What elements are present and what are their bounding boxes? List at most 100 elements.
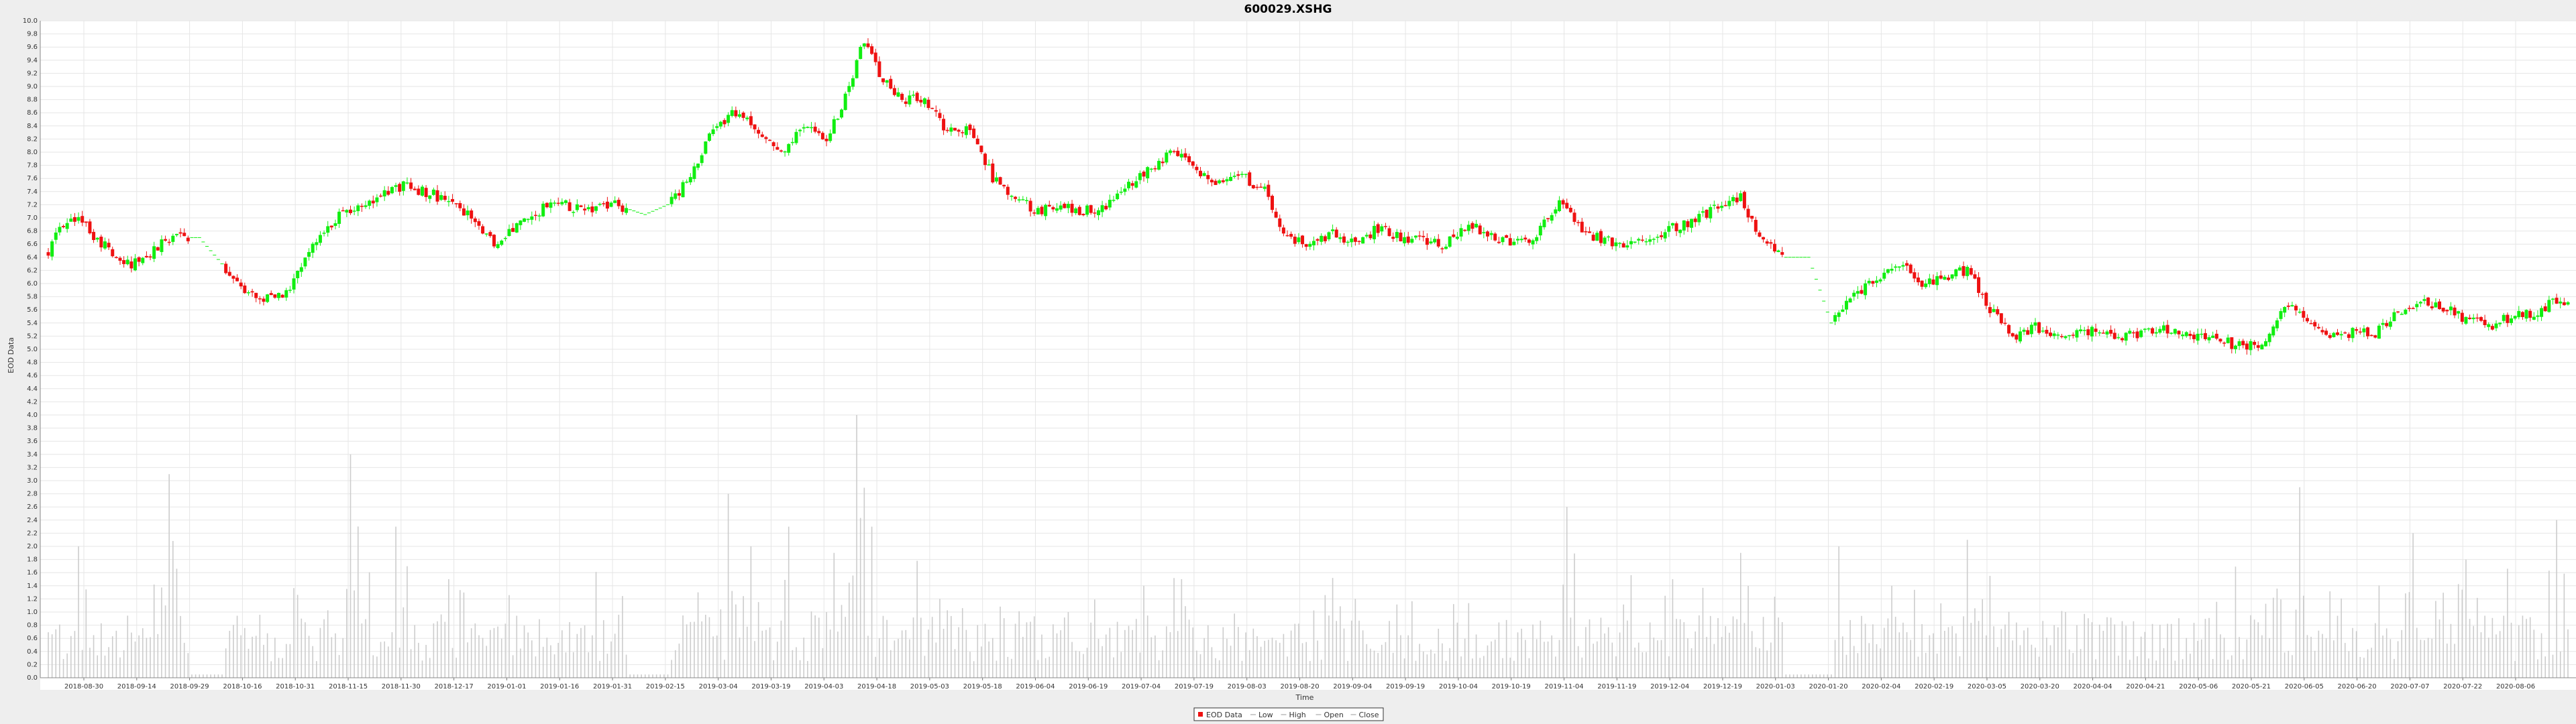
- candle-down: [900, 94, 904, 101]
- candle-down: [1255, 186, 1259, 188]
- candle-down: [768, 139, 772, 141]
- candle-down: [1584, 231, 1588, 233]
- candle-up: [1168, 150, 1172, 154]
- candle-up: [1474, 223, 1479, 228]
- candle-down: [1323, 236, 1327, 241]
- candle-up: [507, 229, 511, 237]
- candle-down: [1977, 277, 1981, 293]
- x-tick-label: 2019-12-19: [1703, 683, 1742, 690]
- candle-up: [2566, 302, 2570, 305]
- candle-down: [424, 188, 428, 197]
- candle-down: [2430, 306, 2434, 308]
- candle-up: [794, 131, 798, 143]
- candle-up: [718, 121, 722, 127]
- candle-up: [125, 259, 129, 265]
- x-tick-label: 2020-07-22: [2443, 683, 2482, 690]
- candle-down: [156, 247, 160, 251]
- candle-down: [2049, 333, 2053, 337]
- candle-down: [881, 78, 885, 82]
- candle-up: [1021, 199, 1025, 200]
- candle-down: [979, 145, 983, 152]
- candle-up: [598, 204, 602, 205]
- candle-down: [889, 78, 893, 89]
- candle-up: [2471, 317, 2475, 320]
- candle-down: [1191, 161, 1195, 166]
- candle-up: [2524, 310, 2528, 319]
- candle-up: [1595, 233, 1599, 241]
- candle-down: [2203, 333, 2207, 339]
- candle-up: [964, 126, 968, 135]
- candle-down: [2286, 305, 2290, 307]
- candle-up: [537, 215, 541, 217]
- candle-down: [1735, 197, 1739, 202]
- candle-up: [1625, 245, 1629, 248]
- candle-up: [420, 186, 424, 196]
- candle-down: [590, 206, 594, 213]
- y-tick-label: 6.4: [27, 254, 38, 261]
- y-tick-label: 9.8: [27, 31, 38, 38]
- candle-down: [371, 200, 375, 204]
- candle-down: [1353, 237, 1357, 242]
- candle-up: [515, 223, 519, 233]
- candle-up: [1712, 204, 1716, 206]
- candle-down: [1973, 274, 1977, 279]
- candle-up: [2551, 298, 2555, 300]
- y-tick-label: 5.8: [27, 294, 38, 301]
- candle-down: [1705, 209, 1709, 218]
- candle-up: [2532, 316, 2536, 320]
- legend-label: EOD Data: [1206, 711, 1242, 719]
- candle-down: [1047, 204, 1051, 207]
- candle-up: [1682, 220, 1686, 231]
- candle-down: [235, 278, 239, 282]
- candle-up: [1096, 210, 1100, 215]
- candle-up: [1444, 246, 1448, 249]
- candle-up: [1346, 241, 1350, 243]
- candle-up: [65, 223, 69, 229]
- y-tick-label: 0.4: [27, 648, 38, 656]
- candle-down: [764, 137, 768, 139]
- x-tick-label: 2019-04-18: [857, 683, 896, 690]
- candle-up: [1690, 219, 1694, 228]
- candle-up: [2098, 332, 2102, 334]
- candle-up: [727, 115, 731, 123]
- candle-up: [1886, 269, 1890, 273]
- candle-up: [1670, 223, 1674, 226]
- candle-up: [2022, 329, 2026, 332]
- candle-down: [2460, 312, 2464, 322]
- candle-down: [84, 221, 88, 223]
- candle-up: [2147, 328, 2151, 330]
- candle-down: [92, 231, 96, 241]
- y-tick-label: 1.6: [27, 569, 38, 577]
- candle-down: [443, 196, 447, 200]
- candle-down: [1251, 185, 1255, 188]
- y-tick-label: 6.2: [27, 267, 38, 274]
- candle-up: [2211, 335, 2215, 339]
- candle-down: [137, 257, 141, 262]
- candle-up: [1890, 268, 1894, 271]
- candle-up: [1448, 236, 1452, 247]
- candle-up: [1833, 315, 1837, 322]
- candle-up: [1127, 182, 1131, 188]
- candle-up: [2381, 322, 2385, 325]
- candle-up: [1165, 152, 1169, 163]
- candle-up: [2196, 333, 2200, 341]
- candle-down: [1368, 234, 1373, 239]
- candle-down: [1104, 206, 1108, 210]
- candle-down: [961, 132, 965, 133]
- candle-up: [1516, 239, 1520, 241]
- candle-down: [1754, 220, 1758, 232]
- candle-down: [454, 203, 458, 204]
- candle-up: [1112, 200, 1116, 201]
- candle-down: [2101, 333, 2105, 334]
- y-tick-label: 0.6: [27, 635, 38, 642]
- candle-up: [500, 240, 504, 245]
- candle-up: [54, 232, 58, 240]
- candle-down: [556, 202, 560, 204]
- candle-down: [250, 291, 254, 293]
- candle-down: [870, 46, 874, 54]
- candle-up: [1244, 174, 1248, 175]
- candle-up: [1179, 154, 1183, 158]
- candle-down: [2555, 298, 2559, 304]
- candle-down: [348, 209, 352, 213]
- y-tick-label: 8.8: [27, 97, 38, 104]
